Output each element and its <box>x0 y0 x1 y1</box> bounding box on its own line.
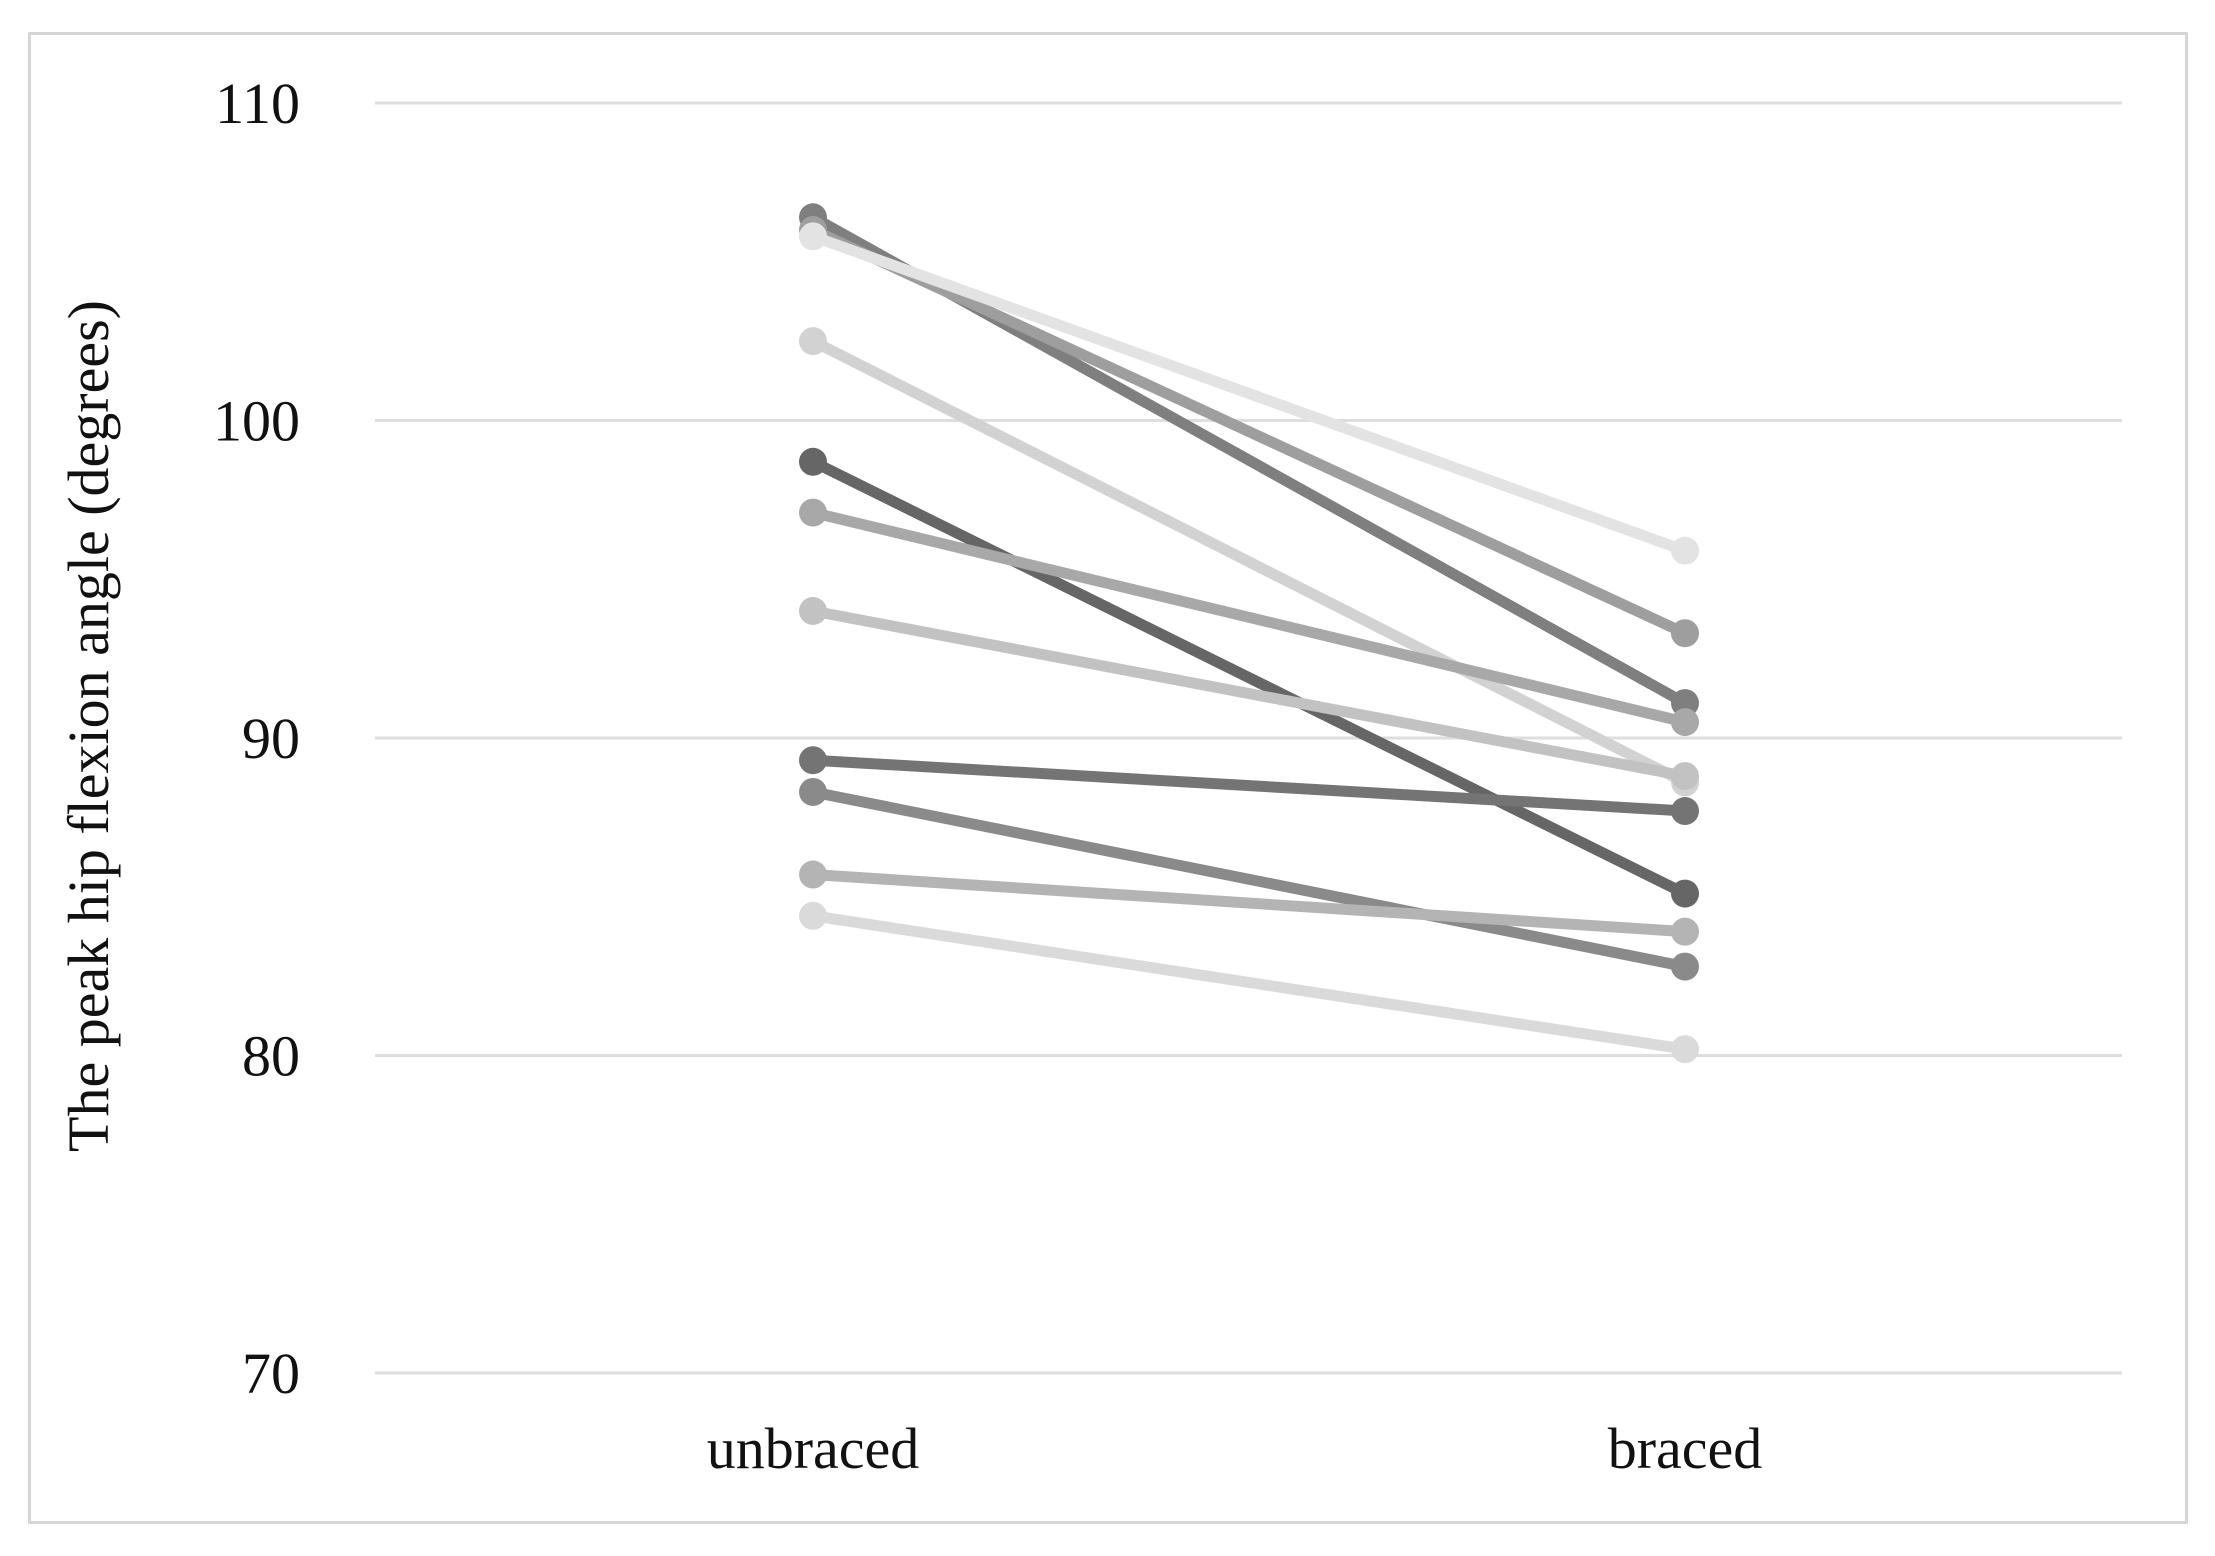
data-point-braced <box>1671 1035 1699 1064</box>
series-line <box>807 869 1691 938</box>
series-3 <box>799 222 1699 565</box>
data-point-braced <box>1671 917 1699 946</box>
series-10 <box>799 860 1699 946</box>
series-6 <box>799 498 1699 737</box>
data-point-braced <box>1671 708 1699 737</box>
series-line <box>807 224 1691 639</box>
data-point-unbraced <box>799 777 827 806</box>
data-point-unbraced <box>799 597 827 625</box>
series-9 <box>799 777 1699 981</box>
series-line <box>807 507 1691 728</box>
y-tick-label: 90 <box>242 706 300 771</box>
series-line <box>807 605 1691 782</box>
series-line <box>807 456 1691 900</box>
data-point-unbraced <box>799 746 827 775</box>
data-point-braced <box>1671 879 1699 908</box>
y-axis-tick-labels: 70 80 90 100 110 <box>213 71 300 1406</box>
series-line <box>807 910 1691 1055</box>
gridlines <box>375 101 2122 1375</box>
x-tick-label: braced <box>1608 1416 1763 1481</box>
series-line <box>807 230 1691 557</box>
data-point-unbraced <box>799 901 827 930</box>
data-point-unbraced <box>799 447 827 476</box>
series-line <box>807 786 1691 973</box>
y-tick-label: 80 <box>242 1024 300 1089</box>
series-5 <box>799 447 1699 908</box>
data-point-braced <box>1671 762 1699 791</box>
y-tick-label: 100 <box>213 389 300 454</box>
y-axis-title: The peak hip flexion angle (degrees) <box>56 300 121 1152</box>
series-11 <box>799 901 1699 1064</box>
data-point-braced <box>1671 797 1699 826</box>
series-7 <box>799 597 1699 791</box>
series-lines <box>799 203 1699 1064</box>
x-tick-label: unbraced <box>707 1416 920 1481</box>
data-point-braced <box>1671 536 1699 565</box>
y-tick-label: 110 <box>215 71 300 136</box>
x-axis-tick-labels: unbraced braced <box>707 1416 1763 1481</box>
data-point-unbraced <box>799 498 827 527</box>
series-line <box>807 335 1691 788</box>
data-point-unbraced <box>799 222 827 251</box>
series-8 <box>799 746 1699 826</box>
data-point-unbraced <box>799 860 827 889</box>
y-tick-label: 70 <box>242 1341 300 1406</box>
data-point-unbraced <box>799 327 827 356</box>
series-line <box>807 754 1691 817</box>
data-point-braced <box>1671 619 1699 648</box>
data-point-braced <box>1671 952 1699 981</box>
